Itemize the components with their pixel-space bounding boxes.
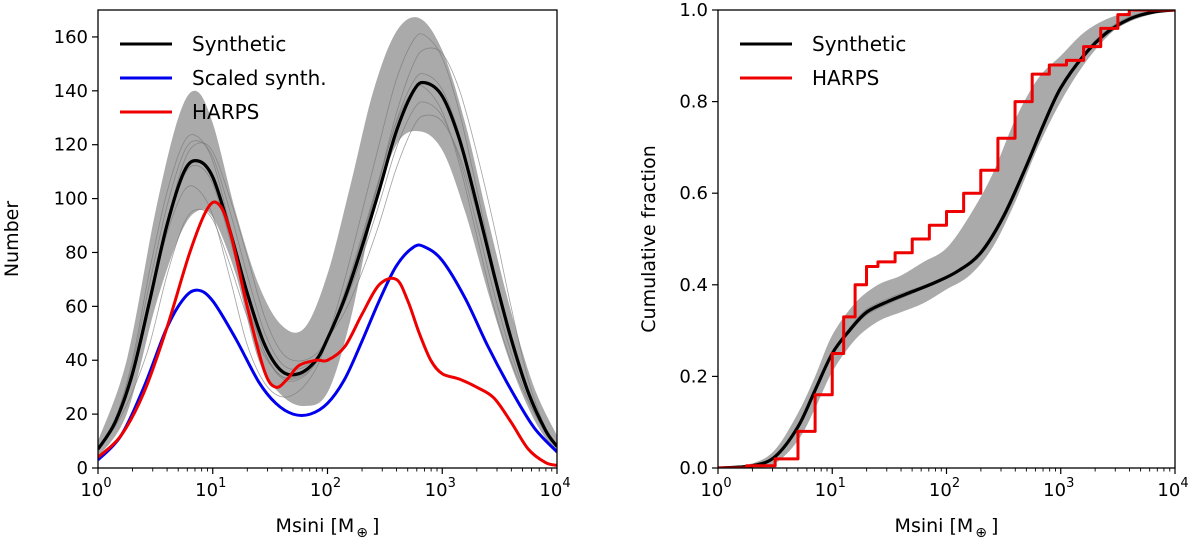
plot-area: [718, 10, 1175, 468]
legend-entry-harps: HARPS: [120, 100, 259, 124]
y-tick-label: 40: [65, 350, 88, 371]
x-tick-base: 10: [310, 480, 333, 501]
y-tick-label: 0.4: [679, 275, 708, 296]
y-tick-label: 0.8: [679, 92, 708, 113]
x-tick-label: 103: [425, 476, 456, 501]
x-tick-base: 10: [815, 480, 838, 501]
x-tick-exponent: 1: [218, 476, 226, 491]
series-line-synthetic: [98, 80, 557, 451]
series-line-synthetic: [718, 10, 1175, 468]
x-tick-exponent: 2: [952, 476, 960, 491]
y-tick-label: 0.2: [679, 366, 708, 387]
x-tick-label: 102: [929, 476, 960, 501]
uncertainty-band: [98, 17, 557, 458]
y-tick-label: 20: [65, 404, 88, 425]
y-tick-label: 0: [77, 458, 88, 479]
plot-area: [98, 17, 557, 467]
series-line-harps: [98, 200, 557, 467]
x-tick-base: 10: [1157, 480, 1180, 501]
legend-label: HARPS: [192, 100, 259, 124]
x-tick-exponent: 4: [1180, 476, 1188, 491]
y-tick-label: 160: [54, 27, 88, 48]
series-line-harps: [718, 10, 1175, 468]
x-tick-exponent: 1: [838, 476, 846, 491]
x-tick-label: 100: [700, 476, 731, 501]
x-tick-exponent: 2: [333, 476, 341, 491]
y-tick-label: 1.0: [679, 0, 708, 21]
y-axis-label: Number: [1, 201, 23, 278]
legend-entry-synthetic: Synthetic: [120, 32, 286, 56]
x-tick-base: 10: [539, 480, 562, 501]
legend-label: Scaled synth.: [192, 66, 327, 90]
legend-entry-scaled-synth: Scaled synth.: [120, 66, 327, 90]
x-tick-exponent: 0: [103, 476, 111, 491]
x-tick-label: 100: [80, 476, 111, 501]
x-axis-label: Msini [M ⊕]: [276, 515, 380, 541]
x-tick-label: 102: [310, 476, 341, 501]
x-axis-label-close: ]: [991, 515, 998, 537]
x-axis-label-subscript: ⊕: [356, 525, 368, 541]
x-tick-label: 104: [1157, 476, 1188, 501]
legend-entry-synthetic: Synthetic: [740, 32, 906, 56]
y-tick-label: 80: [65, 242, 88, 263]
x-tick-base: 10: [1043, 480, 1066, 501]
x-tick-base: 10: [80, 480, 103, 501]
x-tick-base: 10: [929, 480, 952, 501]
y-tick-label: 60: [65, 296, 88, 317]
x-tick-exponent: 3: [1066, 476, 1074, 491]
y-tick-label: 0.0: [679, 458, 708, 479]
x-axis-label-text: Msini [M: [276, 515, 355, 537]
series-line-scaled-synth: [98, 243, 557, 461]
legend-label: Synthetic: [192, 32, 286, 56]
y-tick-label: 140: [54, 81, 88, 102]
y-tick-label: 0.6: [679, 183, 708, 204]
y-axis-label: Cumulative fraction: [638, 145, 660, 332]
x-tick-base: 10: [425, 480, 448, 501]
legend-label: HARPS: [812, 66, 879, 90]
x-tick-label: 101: [815, 476, 846, 501]
x-tick-label: 101: [195, 476, 226, 501]
x-tick-exponent: 3: [448, 476, 456, 491]
x-axis-label-text: Msini [M: [895, 515, 974, 537]
x-tick-base: 10: [700, 480, 723, 501]
x-tick-label: 103: [1043, 476, 1074, 501]
x-axis-label-subscript: ⊕: [975, 525, 987, 541]
x-tick-exponent: 0: [723, 476, 731, 491]
x-axis-label: Msini [M ⊕]: [895, 515, 999, 541]
y-tick-label: 120: [54, 135, 88, 156]
x-tick-exponent: 4: [562, 476, 570, 491]
x-tick-base: 10: [195, 480, 218, 501]
x-axis-label-close: ]: [372, 515, 379, 537]
legend-entry-harps: HARPS: [740, 66, 879, 90]
legend-label: Synthetic: [812, 32, 906, 56]
y-tick-label: 100: [54, 189, 88, 210]
x-tick-label: 104: [539, 476, 570, 501]
